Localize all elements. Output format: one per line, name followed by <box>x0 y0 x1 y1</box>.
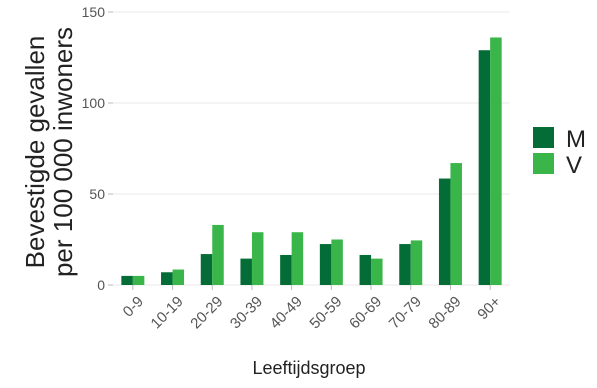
x-tick-label: 50-59 <box>306 293 345 332</box>
legend-label-m: M <box>566 126 586 153</box>
x-tick-label: 70-79 <box>386 293 425 332</box>
bars <box>121 37 502 286</box>
x-axis-title: Leeftijdsgroep <box>252 358 365 378</box>
bar-v-10-19 <box>172 269 185 285</box>
x-tick-label: 0-9 <box>120 293 147 320</box>
x-tick-label: 90+ <box>474 293 504 323</box>
y-tick-label: 100 <box>82 95 106 111</box>
bar-m-10-19 <box>161 272 173 285</box>
x-tick-label: 40-49 <box>267 293 306 332</box>
bar-m-70-79 <box>399 244 411 285</box>
x-tick-label: 60-69 <box>346 293 385 332</box>
bar-m-30-39 <box>240 258 252 285</box>
bar-v-30-39 <box>251 232 264 285</box>
x-tick-label: 30-39 <box>227 293 266 332</box>
bar-v-90plus <box>490 37 502 286</box>
x-axis: 0-9 10-19 20-29 30-39 40-49 50-59 60-69 70-79 80… <box>120 285 505 332</box>
bar-v-20-29 <box>212 224 224 285</box>
x-tick-label: 80-89 <box>425 293 464 332</box>
bar-m-0-9 <box>121 275 133 285</box>
bar-v-50-59 <box>331 239 343 285</box>
legend-swatch-m <box>533 127 554 148</box>
y-axis-title-line1: Bevestigde gevallen <box>20 36 50 269</box>
bar-v-40-49 <box>291 232 304 285</box>
y-axis-title-line2: per 100 000 inwoners <box>48 27 78 277</box>
bar-m-20-29 <box>200 254 213 285</box>
x-tick-label: 10-19 <box>148 293 187 332</box>
y-tick-label: 50 <box>89 186 105 202</box>
y-tick-label: 150 <box>82 4 106 20</box>
bar-v-60-69 <box>371 258 383 285</box>
y-tick-label: 0 <box>97 277 105 293</box>
bar-m-50-59 <box>319 244 332 285</box>
bar-v-0-9 <box>132 275 145 285</box>
y-axis: 0 50 100 150 <box>82 4 113 293</box>
bar-m-80-89 <box>438 178 451 285</box>
legend: MV <box>533 126 586 179</box>
bar-m-90plus <box>478 50 491 285</box>
legend-swatch-v <box>533 153 554 174</box>
bar-v-80-89 <box>450 163 462 285</box>
legend-label-v: V <box>566 152 582 179</box>
bar-m-60-69 <box>359 254 372 285</box>
bar-m-40-49 <box>280 254 292 285</box>
x-tick-label: 20-29 <box>187 293 226 332</box>
bar-v-70-79 <box>410 240 423 285</box>
